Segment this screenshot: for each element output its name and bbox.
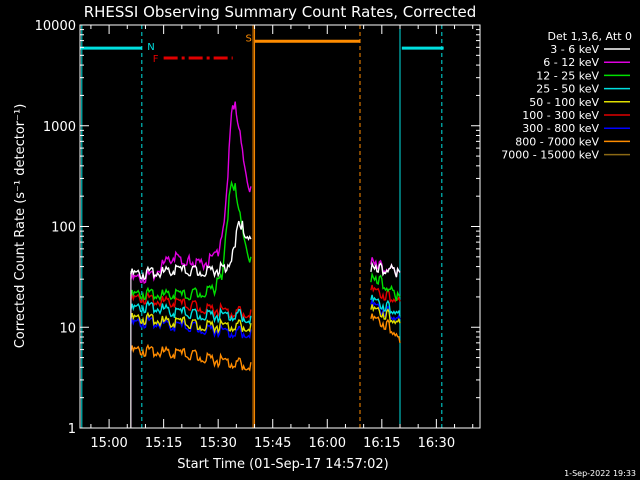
legend-label: 800 - 7000 keV [515, 135, 599, 148]
series-line-100-300-kev [130, 291, 252, 319]
y-tick-label: 1000 [43, 120, 76, 135]
series-line-800-7000-kev [130, 343, 252, 372]
y-axis-label: Corrected Count Rate (s⁻¹ detector⁻¹) [13, 104, 28, 349]
plot-area: NF S [80, 25, 444, 428]
y-tick-label: 100 [51, 221, 76, 236]
y-axis: 1 10 100 1000 10000 [35, 19, 480, 437]
legend-label: 7000 - 15000 keV [501, 149, 599, 162]
series-line-12-25-kev [130, 180, 252, 302]
legend-label: 100 - 300 keV [522, 109, 599, 122]
series-line-25-50-kev [130, 299, 252, 326]
legend-label: 25 - 50 keV [536, 83, 599, 96]
x-tick-label: 15:30 [199, 436, 236, 451]
legend-label: 3 - 6 keV [550, 43, 599, 56]
x-tick-label: 15:15 [145, 436, 182, 451]
series-line-6-12-kev [130, 101, 252, 285]
series-line-25-50-kev [370, 294, 401, 316]
y-tick-label: 10000 [35, 19, 76, 34]
series-line-100-300-kev [370, 284, 401, 304]
chart-title: RHESSI Observing Summary Count Rates, Co… [84, 3, 477, 21]
x-tick-label: 15:00 [90, 436, 127, 451]
legend-label: 6 - 12 keV [543, 56, 599, 69]
series-line-3-6-kev [130, 220, 252, 281]
legend-title: Det 1,3,6, Att 0 [548, 30, 632, 43]
y-tick-label: 10 [59, 321, 76, 336]
x-axis-label: Start Time (01-Sep-17 14:57:02) [177, 457, 388, 472]
x-tick-label: 16:00 [309, 436, 346, 451]
series-line-50-100-kev [370, 304, 401, 325]
series-line-50-100-kev [130, 311, 252, 335]
series-line-800-7000-kev [370, 313, 401, 344]
x-tick-label: 15:45 [254, 436, 291, 451]
series-line-12-25-kev [370, 271, 401, 302]
legend-label: 12 - 25 keV [536, 69, 599, 82]
x-axis: 15:00 15:15 15:30 15:45 16:00 16:15 16:30 [90, 25, 474, 451]
legend-label: 300 - 800 keV [522, 122, 599, 135]
series-line-3-6-kev [370, 261, 401, 278]
legend-label: 50 - 100 keV [529, 96, 599, 109]
y-tick-label: 1 [68, 422, 76, 437]
flare-label: F [153, 54, 159, 65]
x-tick-label: 16:30 [418, 436, 455, 451]
x-tick-label: 16:15 [363, 436, 400, 451]
saa-label: S [245, 34, 251, 45]
footer-timestamp: 1-Sep-2022 19:33 [564, 469, 636, 478]
night-label: N [147, 42, 154, 53]
